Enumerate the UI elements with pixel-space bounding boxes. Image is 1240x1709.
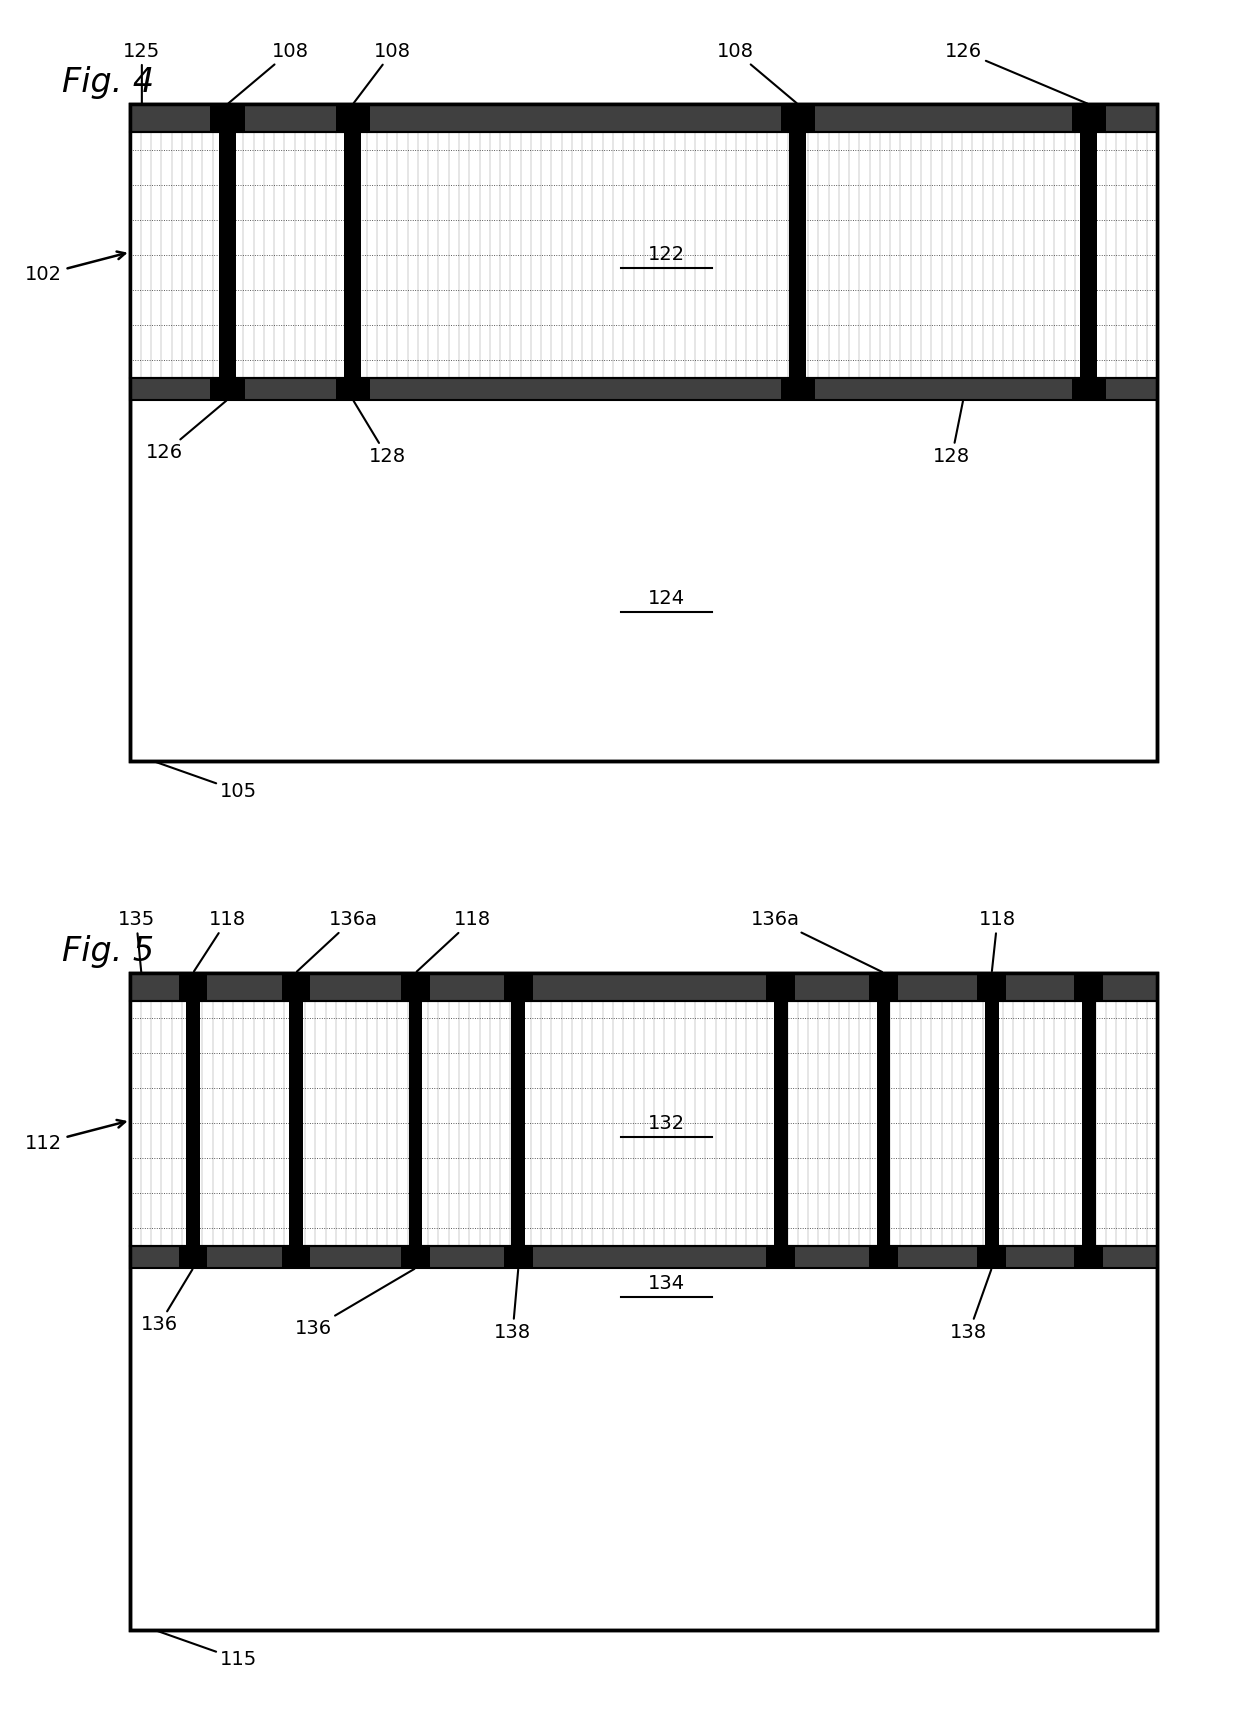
Bar — [869, 972, 898, 1001]
Bar — [130, 972, 1157, 1629]
Text: 124: 124 — [649, 590, 686, 608]
Bar — [869, 1246, 898, 1268]
Bar — [289, 1001, 303, 1246]
Bar — [766, 972, 795, 1001]
Text: 125: 125 — [123, 41, 160, 108]
Text: 136: 136 — [294, 1268, 414, 1338]
Bar — [774, 1001, 787, 1246]
Text: 126: 126 — [945, 41, 1087, 104]
Bar — [130, 104, 1157, 761]
Text: 126: 126 — [146, 400, 227, 461]
Text: Fig. 5: Fig. 5 — [62, 935, 154, 967]
Text: 112: 112 — [25, 1119, 125, 1152]
Bar — [281, 972, 310, 1001]
Text: 128: 128 — [934, 402, 971, 467]
Text: 138: 138 — [494, 1270, 531, 1342]
Bar — [977, 972, 1006, 1001]
Bar — [130, 378, 1157, 400]
Bar — [409, 1001, 423, 1246]
Bar — [781, 104, 815, 132]
Text: 108: 108 — [717, 41, 797, 103]
Text: 118: 118 — [193, 911, 246, 971]
Bar — [130, 104, 1157, 132]
Text: 118: 118 — [417, 911, 491, 972]
Bar — [336, 104, 370, 132]
Bar — [130, 972, 1157, 1629]
Text: 135: 135 — [118, 911, 155, 978]
Text: 118: 118 — [978, 911, 1016, 971]
Text: 108: 108 — [353, 41, 412, 103]
Text: 136: 136 — [140, 1270, 192, 1335]
Bar — [179, 1246, 207, 1268]
Bar — [1080, 132, 1097, 378]
Bar — [130, 1246, 1157, 1268]
Bar — [985, 1001, 998, 1246]
Bar — [218, 132, 236, 378]
Bar — [1071, 378, 1106, 400]
Bar — [130, 132, 1157, 378]
Bar — [130, 1001, 1157, 1246]
Text: 134: 134 — [649, 1275, 686, 1294]
Text: 122: 122 — [649, 246, 686, 265]
Bar — [130, 1001, 1157, 1246]
Bar — [511, 1001, 526, 1246]
Bar — [877, 1001, 890, 1246]
Bar — [402, 972, 430, 1001]
Bar — [503, 972, 533, 1001]
Bar — [1074, 972, 1104, 1001]
Text: Fig. 4: Fig. 4 — [62, 67, 154, 99]
Bar — [402, 1246, 430, 1268]
Bar — [789, 132, 806, 378]
Bar — [281, 1246, 310, 1268]
Text: 108: 108 — [228, 41, 309, 103]
Text: 128: 128 — [353, 402, 405, 467]
Bar — [211, 378, 244, 400]
Text: 136a: 136a — [750, 911, 882, 972]
Text: 136a: 136a — [296, 911, 377, 972]
Text: 105: 105 — [155, 762, 258, 802]
Bar — [1071, 104, 1106, 132]
Text: 102: 102 — [25, 251, 125, 284]
Text: 132: 132 — [649, 1114, 686, 1133]
Bar — [186, 1001, 200, 1246]
Bar — [336, 378, 370, 400]
Text: 138: 138 — [950, 1270, 991, 1342]
Bar — [130, 972, 1157, 1001]
Bar — [179, 972, 207, 1001]
Bar — [211, 104, 244, 132]
Bar — [345, 132, 362, 378]
Bar — [1081, 1001, 1096, 1246]
Bar — [977, 1246, 1006, 1268]
Bar — [781, 378, 815, 400]
Bar — [130, 104, 1157, 761]
Bar — [1074, 1246, 1104, 1268]
Text: 115: 115 — [155, 1630, 258, 1670]
Bar — [766, 1246, 795, 1268]
Bar — [130, 132, 1157, 378]
Bar — [503, 1246, 533, 1268]
